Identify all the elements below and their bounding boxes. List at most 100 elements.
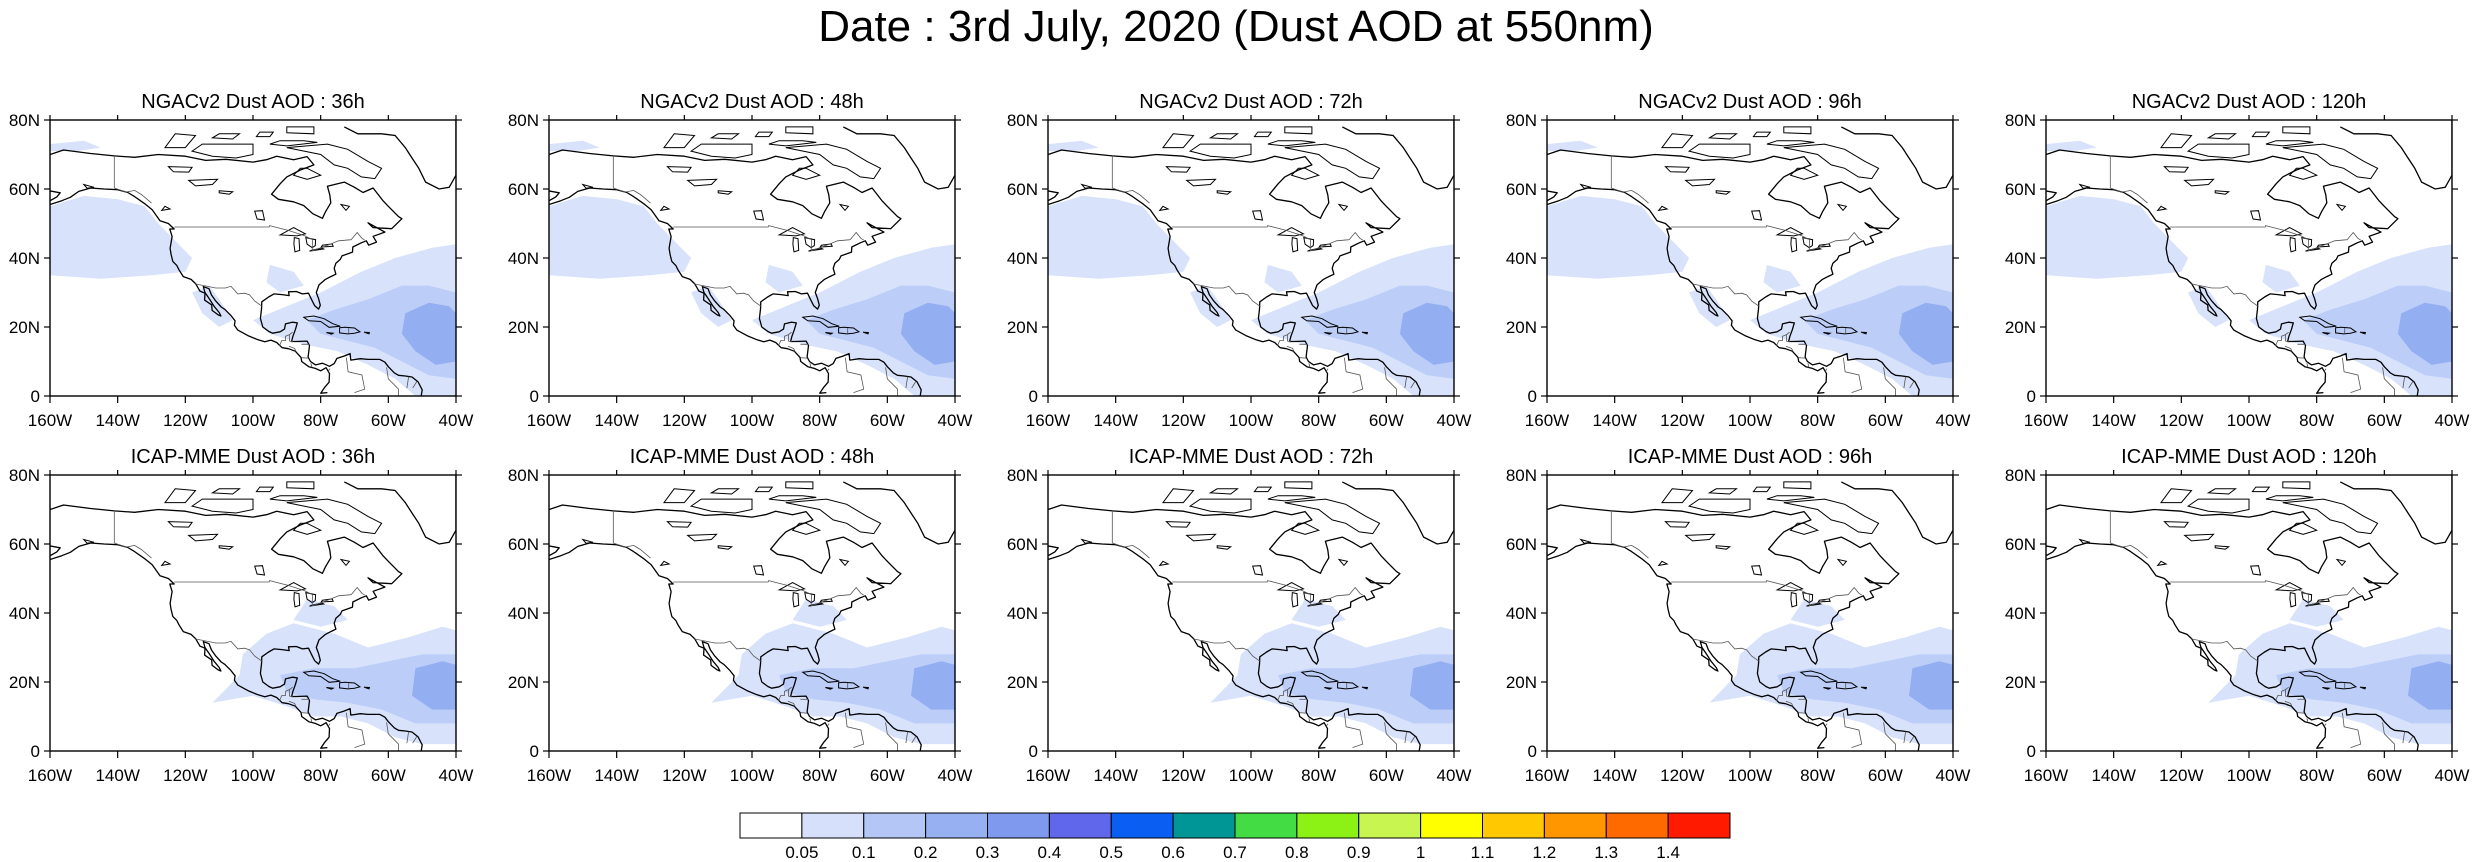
island-outline: [1162, 488, 1195, 504]
island-outline: [286, 143, 383, 180]
x-tick-label: 160W: [1026, 766, 1070, 785]
coastline-atlantic: [1547, 149, 1920, 396]
island-outline: [2265, 140, 2314, 147]
dust-aod-area-dark: [401, 302, 456, 365]
island-outline: [1337, 681, 1360, 690]
island-outline: [1661, 133, 1694, 149]
lake-outline: [804, 591, 816, 604]
island-outline: [2335, 326, 2358, 335]
island-outline: [1361, 686, 1369, 690]
map-panel: NGACv2 Dust AOD : 72h 160W 140W 120W 100W 80W…: [1007, 91, 1472, 430]
x-tick-label: 120W: [2159, 411, 2203, 430]
x-tick-label: 160W: [1525, 766, 1569, 785]
coastline-atlantic: [1547, 504, 1920, 751]
country-border: [1883, 367, 1896, 396]
x-tick-label: 60W: [2367, 411, 2402, 430]
y-tick-label: 80N: [9, 466, 40, 485]
country-border: [2275, 686, 2289, 702]
lake-outline: [1775, 582, 1804, 592]
y-tick-label: 80N: [1506, 111, 1537, 130]
y-tick-label: 40N: [1007, 604, 1038, 623]
x-tick-label: 80W: [802, 411, 837, 430]
lake-outline: [1318, 243, 1332, 248]
x-tick-label: 120W: [662, 411, 706, 430]
country-border: [788, 689, 792, 698]
coastline-pacific: [1048, 542, 1329, 749]
x-tick-label: 60W: [2367, 766, 2402, 785]
island-outline: [164, 488, 197, 504]
map-panel: NGACv2 Dust AOD : 48h 160W 140W 120W 100W 80W…: [508, 91, 973, 430]
x-tick-label: 120W: [163, 766, 207, 785]
island-outline: [82, 183, 95, 189]
dust-aod-area-light: [2262, 264, 2300, 293]
lake-outline: [2305, 247, 2322, 252]
y-tick-label: 40N: [1506, 604, 1537, 623]
y-tick-label: 60N: [508, 535, 539, 554]
island-outline: [862, 686, 870, 690]
island-outline: [1253, 131, 1273, 138]
country-border: [1308, 718, 1311, 723]
island-outline: [2160, 488, 2193, 504]
y-tick-label: 20N: [1007, 318, 1038, 337]
lake-outline: [686, 533, 718, 542]
x-tick-label: 80W: [303, 766, 338, 785]
x-tick-label: 60W: [1868, 411, 1903, 430]
dust-aod-area-light: [1048, 140, 1099, 152]
map-panel: NGACv2 Dust AOD : 120h 160W 140W 120W 100W 80…: [2005, 91, 2470, 430]
map-panel: NGACv2 Dust AOD : 96h 160W 140W 120W 100W 80W…: [1506, 91, 1971, 430]
x-tick-label: 80W: [1800, 411, 1835, 430]
country-border: [1824, 368, 1828, 372]
coastline-greenland: [344, 120, 456, 190]
x-tick-label: 100W: [1728, 411, 1772, 430]
island-outline: [2359, 331, 2367, 335]
country-border: [1287, 689, 1291, 698]
coastline-atlantic: [549, 504, 922, 751]
country-border: [2382, 367, 2395, 396]
country-border: [2408, 736, 2414, 744]
lake-outline: [278, 582, 307, 592]
lake-outline: [686, 178, 718, 187]
country-border: [911, 736, 917, 744]
dust-aod-area-light: [792, 599, 847, 627]
island-outline: [825, 687, 834, 690]
y-tick-label: 40N: [1007, 249, 1038, 268]
island-outline: [255, 131, 275, 138]
country-border: [1384, 722, 1397, 751]
country-border: [1776, 686, 1790, 702]
lake-outline: [753, 210, 765, 221]
island-outline: [1158, 205, 1170, 212]
coastline-pacific: [50, 187, 331, 394]
island-outline: [1799, 315, 1838, 328]
x-tick-label: 140W: [594, 411, 638, 430]
x-tick-label: 40W: [938, 766, 973, 785]
map-panel: ICAP-MME Dust AOD : 96h 160W 140W 120W 100W 8…: [1506, 446, 1971, 785]
x-tick-label: 60W: [1369, 411, 1404, 430]
lake-outline: [753, 565, 765, 576]
y-tick-label: 80N: [1007, 111, 1038, 130]
island-outline: [210, 133, 241, 140]
y-tick-label: 40N: [1506, 249, 1537, 268]
lake-outline: [1252, 565, 1264, 576]
coastline-greenland: [843, 120, 955, 190]
coastline-pacific: [50, 542, 331, 749]
coastline-greenland: [1841, 120, 1953, 190]
dust-aod-area-light: [50, 140, 101, 152]
x-tick-label: 40W: [1936, 411, 1971, 430]
country-border: [412, 381, 418, 389]
lake-outline: [2214, 545, 2231, 550]
island-outline: [2265, 495, 2314, 502]
y-tick-label: 80N: [9, 111, 40, 130]
island-outline: [339, 681, 362, 690]
lake-outline: [2305, 602, 2322, 607]
island-outline: [1267, 495, 1316, 502]
island-outline: [838, 681, 861, 690]
island-outline: [1823, 332, 1832, 335]
dust-aod-area-light: [50, 195, 193, 279]
country-border: [1277, 331, 1291, 347]
coastline-greenland: [2340, 475, 2452, 545]
lake-outline: [1165, 166, 1192, 173]
dust-aod-area-dark: [1898, 302, 1953, 365]
lake-outline: [2274, 227, 2303, 237]
island-outline: [2322, 687, 2331, 690]
country-border: [279, 686, 293, 702]
